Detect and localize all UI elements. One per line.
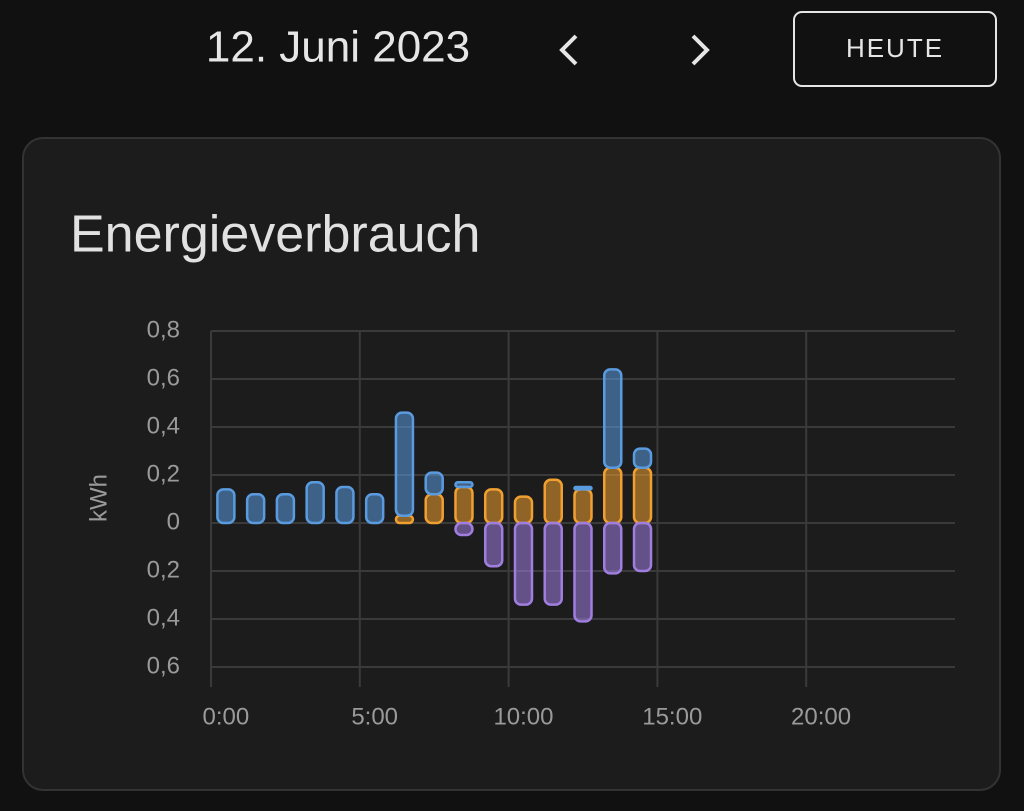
x-tick-label: 15:00	[642, 703, 702, 730]
bar	[603, 368, 623, 470]
y-tick-label: 0,6	[147, 652, 180, 679]
bar	[573, 488, 593, 525]
bar	[454, 480, 474, 489]
y-tick-label: 0,2	[147, 460, 180, 487]
bar	[513, 495, 534, 525]
bar	[513, 521, 534, 606]
bar	[305, 480, 325, 525]
bar	[454, 521, 474, 537]
bar	[543, 478, 563, 525]
bar	[245, 492, 266, 525]
card	[22, 137, 1001, 791]
date: 12. Juni 2023	[206, 23, 470, 72]
bar	[424, 492, 444, 525]
x-tick-label: 20:00	[791, 703, 851, 730]
y-tick-label: 0,2	[147, 556, 180, 583]
today-button[interactable]: HEUTE	[793, 11, 997, 87]
bar	[275, 492, 296, 525]
next-arrow[interactable]	[691, 34, 710, 66]
x-tick-label: 5:00	[351, 703, 398, 730]
bar	[632, 466, 653, 525]
button-label: HEUTE	[846, 33, 944, 63]
x-tick-label: 10:00	[493, 703, 553, 730]
x-tick-label: 0:00	[203, 703, 250, 730]
y-tick-label: 0	[167, 508, 180, 535]
bar	[483, 488, 504, 525]
y-tick-label: 0,8	[147, 316, 180, 343]
bar	[632, 521, 653, 573]
bar	[573, 485, 593, 491]
bar	[394, 411, 415, 518]
button-border	[793, 11, 997, 87]
bar	[454, 485, 474, 525]
bar	[364, 492, 385, 525]
bar	[632, 447, 653, 470]
bar	[424, 471, 444, 496]
y-axis-label: kWh	[85, 474, 112, 522]
bar	[335, 485, 355, 525]
bar	[603, 521, 623, 575]
card-title: Energieverbrauch	[70, 206, 480, 264]
bar	[573, 521, 593, 623]
y-tick-label: 0,4	[147, 604, 180, 631]
bar	[543, 521, 563, 606]
y-tick-label: 0,6	[147, 364, 180, 391]
bar	[216, 488, 236, 525]
bar	[603, 466, 623, 525]
bar	[483, 521, 504, 568]
prev-arrow[interactable]	[559, 34, 578, 66]
y-tick-label: 0,4	[147, 412, 180, 439]
